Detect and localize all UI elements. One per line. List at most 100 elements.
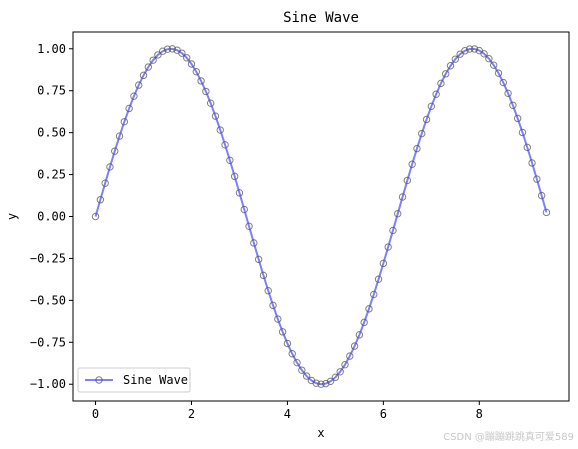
data-point xyxy=(341,360,349,369)
data-point xyxy=(494,69,503,77)
data-point xyxy=(326,377,335,385)
y-tick-label: 0.50 xyxy=(37,126,66,140)
legend: Sine Wave xyxy=(77,367,191,393)
data-point xyxy=(312,379,320,387)
data-point xyxy=(461,47,469,55)
data-point xyxy=(278,328,287,336)
data-point xyxy=(163,45,172,53)
data-point xyxy=(528,159,536,167)
data-point xyxy=(518,128,527,137)
y-tick-label: 0.75 xyxy=(37,84,66,98)
data-point xyxy=(111,147,119,155)
data-point xyxy=(178,49,186,57)
x-axis-label: x xyxy=(317,426,324,440)
data-point xyxy=(192,68,200,76)
data-point xyxy=(346,352,354,360)
series-group xyxy=(91,45,551,388)
data-point xyxy=(235,189,244,197)
data-point xyxy=(480,50,488,58)
y-tick-label: −1.00 xyxy=(30,377,66,391)
legend-label: Sine Wave xyxy=(123,373,188,387)
data-point xyxy=(489,61,498,69)
data-point xyxy=(350,342,359,350)
data-point xyxy=(221,141,229,149)
legend-marker-swatch xyxy=(95,376,103,384)
data-point xyxy=(125,104,133,113)
data-point xyxy=(240,205,248,214)
y-tick-label: −0.50 xyxy=(30,293,66,307)
data-point xyxy=(283,339,292,348)
data-point xyxy=(230,172,239,181)
data-point xyxy=(168,45,177,53)
data-point xyxy=(509,101,517,110)
data-point xyxy=(298,366,306,374)
data-point xyxy=(187,60,196,68)
data-point xyxy=(135,81,143,89)
data-point xyxy=(331,373,340,382)
data-point xyxy=(106,163,114,171)
legend-box xyxy=(77,367,191,393)
data-point xyxy=(322,379,330,388)
data-point xyxy=(101,179,109,187)
data-point xyxy=(159,47,167,55)
x-tick-label: 4 xyxy=(284,407,291,421)
x-tick-label: 0 xyxy=(92,407,99,421)
data-point xyxy=(182,54,191,62)
data-point xyxy=(437,79,445,88)
data-point xyxy=(206,99,215,107)
data-point xyxy=(408,160,416,168)
data-point xyxy=(418,129,426,138)
y-tick-label: −0.25 xyxy=(30,251,66,265)
data-point xyxy=(250,239,258,247)
data-point xyxy=(389,226,397,235)
data-point xyxy=(149,56,157,64)
data-point xyxy=(485,55,493,63)
data-point xyxy=(451,55,460,63)
data-point xyxy=(197,77,205,85)
data-point xyxy=(274,315,282,323)
data-point xyxy=(398,193,407,201)
data-point xyxy=(259,271,268,280)
y-tick-label: 0.25 xyxy=(37,168,66,182)
data-point xyxy=(144,63,153,71)
data-point xyxy=(360,318,368,327)
data-point xyxy=(317,380,325,388)
y-tick-label: 1.00 xyxy=(37,42,66,56)
y-tick-label: −0.75 xyxy=(30,335,66,349)
y-tick-label: 0.00 xyxy=(37,210,66,224)
data-point xyxy=(120,118,129,126)
data-point xyxy=(456,50,464,58)
data-point xyxy=(269,301,277,310)
data-point xyxy=(370,290,378,299)
data-point xyxy=(470,45,479,53)
data-point xyxy=(542,208,551,217)
y-axis-ticks: −1.00 −0.75 −0.50 −0.25 0.00 0.25 0.50 0.75 1.00 xyxy=(30,42,73,391)
data-point xyxy=(533,175,541,183)
data-point xyxy=(374,275,383,283)
data-point xyxy=(365,305,373,313)
data-point xyxy=(442,70,450,78)
data-point xyxy=(422,115,431,124)
data-point xyxy=(288,350,296,358)
data-point xyxy=(384,243,392,251)
data-point xyxy=(499,78,507,87)
data-point xyxy=(211,112,220,120)
y-axis-label: y xyxy=(5,213,19,220)
data-point xyxy=(96,196,105,204)
data-point xyxy=(91,212,100,221)
data-point xyxy=(336,368,344,376)
data-point xyxy=(504,89,512,98)
data-point xyxy=(254,255,263,264)
data-point xyxy=(523,143,531,152)
x-axis-ticks: 0 2 4 6 8 xyxy=(92,401,483,421)
data-point xyxy=(379,259,388,268)
x-tick-label: 2 xyxy=(188,407,195,421)
watermark: CSDN @蹦蹦跳跳真可爱589 xyxy=(443,432,574,443)
data-point xyxy=(446,62,455,70)
data-point xyxy=(216,126,224,134)
chart-title: Sine Wave xyxy=(283,10,359,26)
data-point xyxy=(154,51,162,59)
data-point xyxy=(537,191,546,200)
data-point xyxy=(202,87,210,96)
